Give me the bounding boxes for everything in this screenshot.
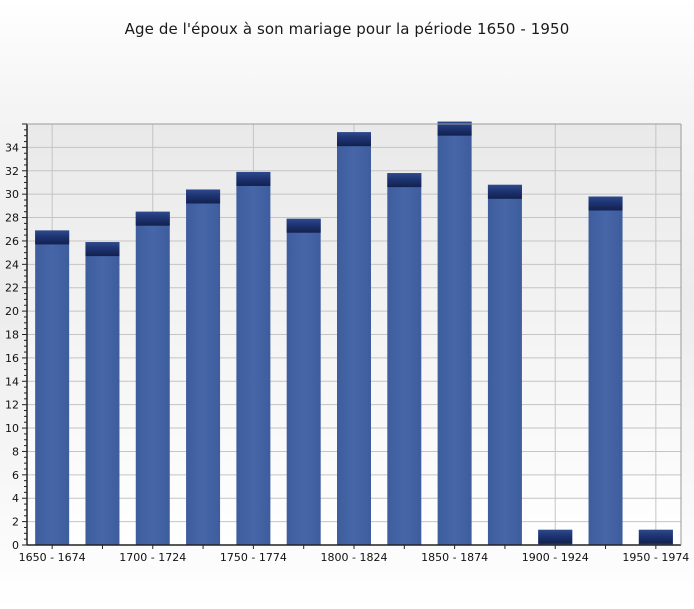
bar[interactable] — [236, 171, 271, 546]
bar[interactable] — [638, 529, 673, 545]
bar-body — [286, 218, 321, 545]
bar-cap — [387, 173, 422, 188]
bar-body — [236, 171, 271, 546]
y-tick-label: 20 — [5, 305, 19, 318]
bar[interactable] — [487, 184, 522, 546]
bar-cap — [236, 171, 271, 186]
bar-cap — [135, 211, 170, 226]
bar[interactable] — [85, 242, 120, 545]
x-tick-label: 1750 - 1774 — [220, 551, 287, 564]
y-tick-label: 30 — [5, 188, 19, 201]
bar[interactable] — [186, 189, 221, 545]
bar-body — [437, 121, 472, 546]
x-tick-label: 1650 - 1674 — [19, 551, 86, 564]
y-tick-label: 22 — [5, 282, 19, 295]
bar[interactable] — [35, 230, 70, 546]
x-tick-label: 1700 - 1724 — [119, 551, 186, 564]
y-tick-label: 6 — [12, 469, 19, 482]
y-tick-label: 32 — [5, 165, 19, 178]
bar-cap — [588, 196, 623, 211]
y-tick-label: 8 — [12, 445, 19, 458]
bar-body — [337, 132, 371, 546]
y-tick-label: 10 — [5, 422, 19, 435]
bar-body — [85, 242, 120, 545]
x-tick-label: 1850 - 1874 — [421, 551, 488, 564]
bar-cap — [85, 242, 120, 257]
bar-body — [588, 196, 623, 545]
bar-cap — [186, 189, 221, 204]
x-tick-label: 1900 - 1924 — [522, 551, 589, 564]
y-tick-label: 18 — [5, 329, 19, 342]
y-tick-label: 4 — [12, 492, 19, 505]
bar-body — [387, 173, 422, 545]
bar-body — [135, 211, 170, 546]
y-tick-label: 34 — [5, 141, 19, 154]
bar-body — [35, 230, 70, 546]
bar[interactable] — [286, 218, 321, 545]
y-tick-label: 16 — [5, 352, 19, 365]
y-tick-label: 26 — [5, 235, 19, 248]
y-tick-label: 28 — [5, 212, 19, 225]
bar-body — [487, 184, 522, 546]
x-tick-label: 1800 - 1824 — [321, 551, 388, 564]
y-tick-label: 2 — [12, 516, 19, 529]
bar[interactable] — [135, 211, 170, 546]
x-tick-label: 1950 - 1974 — [622, 551, 689, 564]
bar[interactable] — [588, 196, 623, 545]
bar[interactable] — [437, 121, 472, 546]
bar-cap — [286, 218, 321, 233]
y-tick-label: 24 — [5, 258, 19, 271]
y-tick-label: 0 — [12, 539, 19, 552]
y-tick-label: 14 — [5, 375, 19, 388]
bar-cap — [337, 132, 371, 147]
bar-cap — [487, 184, 522, 199]
bar[interactable] — [538, 529, 573, 545]
bar-cap — [538, 529, 573, 544]
y-tick-label: 12 — [5, 399, 19, 412]
bar-cap — [35, 230, 70, 245]
chart-title: Age de l'époux à son mariage pour la pér… — [124, 20, 570, 38]
bar[interactable] — [337, 132, 371, 546]
bar-cap — [638, 529, 673, 544]
bar-cap — [437, 121, 472, 136]
bar-body — [186, 189, 221, 545]
bar[interactable] — [387, 173, 422, 545]
